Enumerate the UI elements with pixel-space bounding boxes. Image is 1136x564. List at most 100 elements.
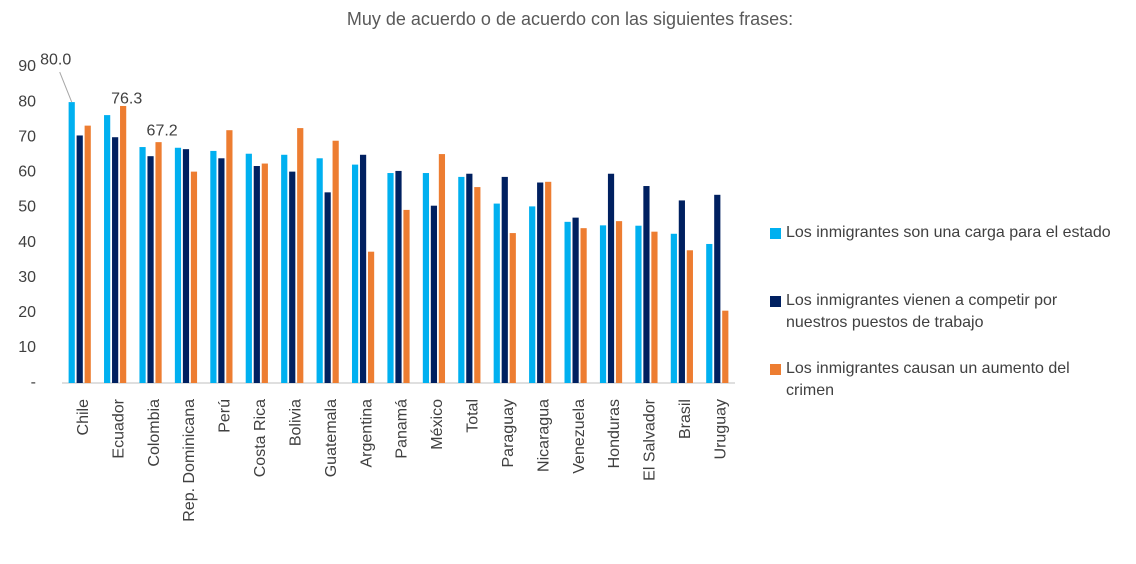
bar [120,105,127,384]
y-tick-label: 30 [18,269,36,286]
bar [289,171,296,383]
bar [147,156,154,383]
bar [351,164,359,383]
x-tick-label: Colombia [146,399,163,467]
bar [686,250,693,383]
leader-line [59,71,73,103]
bar [509,233,516,383]
bar [316,158,323,383]
x-tick-label: Rep. Dominicana [181,399,198,522]
bar [261,163,268,383]
bar [474,187,481,383]
bar [403,209,410,383]
x-tick-label: Guatemala [323,399,340,477]
bar [324,192,331,383]
legend-swatch [770,296,781,307]
bar [332,140,339,383]
bar [438,154,446,383]
bar [68,102,75,383]
bar [253,166,260,383]
bar [210,150,217,383]
x-tick-label: Argentina [358,399,375,468]
bar [218,158,225,383]
x-tick-label: Perú [217,399,234,433]
bar [226,130,233,383]
bar [466,173,473,383]
bar [387,173,394,383]
bar [607,173,615,383]
y-tick-label: 70 [18,128,36,145]
bar [501,176,508,383]
bar [174,147,182,383]
bar [564,221,571,383]
bar [359,154,367,383]
bar [458,176,465,383]
x-tick-label: Ecuador [110,398,127,458]
chart-title: Muy de acuerdo o de acuerdo con las sigu… [347,9,793,29]
y-tick-label: 80 [18,93,36,110]
legend-label: Los inmigrantes son una carga para el es… [786,224,1111,241]
bar [529,206,536,383]
bar [112,137,119,383]
bar [155,142,162,383]
bar [714,194,721,383]
y-tick-label: 50 [18,199,36,216]
bar [537,182,544,383]
bar [643,186,650,383]
bar [190,171,198,383]
bar [139,147,146,383]
x-tick-label: Uruguay [713,399,730,459]
y-tick-label: 20 [18,304,36,321]
x-tick-label: Honduras [606,399,623,468]
legend-swatch [770,228,781,239]
bar [84,125,91,383]
y-tick-label: 10 [18,339,36,356]
bar [670,233,677,383]
x-tick-label: Venezuela [571,399,588,474]
bar [678,200,685,383]
y-tick-label: 40 [18,234,36,251]
bar [422,173,430,383]
x-tick-label: Costa Rica [252,399,269,477]
legend-label: Los inmigrantes causan un aumento del cr… [786,360,1070,399]
bar [430,205,438,383]
bar [706,243,713,383]
x-tick-label: México [429,399,446,450]
legend-item: Los inmigrantes vienen a competir por nu… [770,290,1120,334]
data-label: 67.2 [147,122,178,139]
y-tick-label: 90 [18,58,36,75]
bar [281,154,288,383]
data-label: 80.0 [40,51,71,68]
bar [545,181,552,383]
bar [76,135,83,383]
x-tick-label: Panamá [394,399,411,459]
bar [635,225,642,383]
bar [572,217,579,383]
x-tick-label: Nicaragua [535,399,552,472]
bar [493,203,500,383]
bar [245,153,252,383]
bar [395,170,402,383]
legend-item: Los inmigrantes causan un aumento del cr… [770,358,1120,402]
bar [615,221,623,383]
bar [104,115,111,383]
x-tick-label: Chile [75,399,92,436]
x-tick-label: Bolivia [287,399,304,446]
x-tick-label: El Salvador [642,398,659,480]
legend-label: Los inmigrantes vienen a competir por nu… [786,292,1058,331]
x-tick-label: Paraguay [500,399,517,468]
y-tick-label: 60 [18,164,36,181]
bar [651,231,658,383]
legend-swatch [770,364,781,375]
data-label: 76.3 [111,90,142,107]
x-tick-label: Brasil [677,399,694,439]
bar [297,128,304,383]
x-tick-label: Total [465,399,482,433]
bar [182,149,190,383]
legend-item: Los inmigrantes son una carga para el es… [770,222,1120,244]
bar [599,225,607,383]
bar [580,228,587,383]
bar [722,310,729,383]
